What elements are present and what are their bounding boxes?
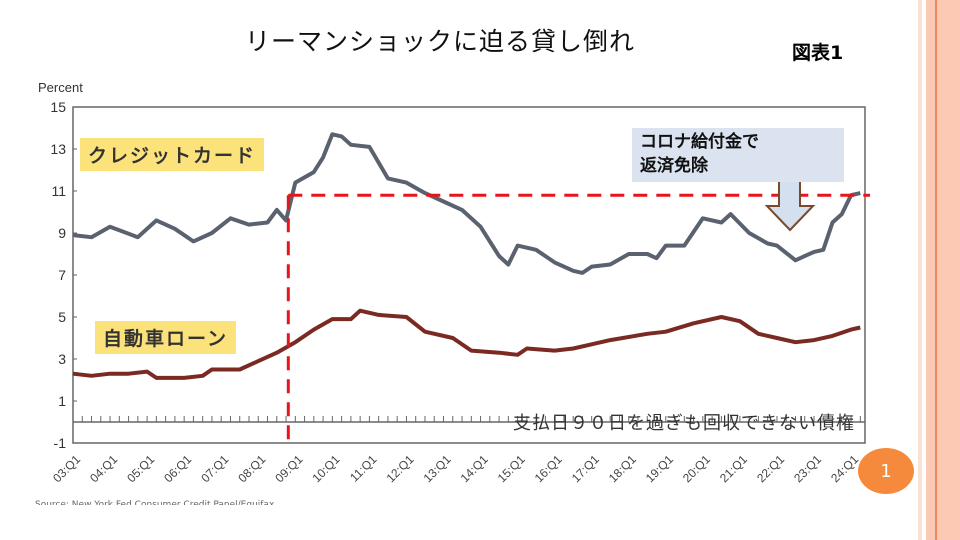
y-tick-label: 15	[50, 99, 66, 115]
x-tick-label: 17:Q1	[569, 452, 602, 485]
x-tick-label: 23:Q1	[791, 452, 824, 485]
border-line	[935, 0, 937, 540]
x-tick-label: 18:Q1	[606, 452, 639, 485]
y-tick-label: 3	[58, 351, 66, 367]
y-tick-label: 1	[58, 393, 66, 409]
x-tick-label: 07:Q1	[198, 452, 231, 485]
x-tick-label: 16:Q1	[532, 452, 565, 485]
credit-card-line	[72, 132, 861, 275]
credit-card-label: クレジットカード	[80, 138, 265, 171]
baseline-note: 支払日９０日を過ぎも回収できない債権	[513, 413, 855, 434]
y-axis-label: Percent	[38, 80, 83, 95]
auto-loan-line	[72, 308, 861, 380]
x-tick-label: 19:Q1	[643, 452, 676, 485]
x-tick-label: 22:Q1	[754, 452, 787, 485]
source-note: Source: New York Fed Consumer Credit Pan…	[35, 500, 275, 505]
y-tick-label: 5	[58, 309, 66, 325]
x-tick-label: 14:Q1	[458, 452, 491, 485]
y-tick-label: 11	[51, 183, 66, 199]
y-tick-label: 13	[50, 141, 66, 157]
figure-label: 図表1	[792, 42, 844, 64]
y-tick-label: -1	[54, 435, 67, 451]
y-tick-label: 7	[58, 267, 66, 283]
border-band	[937, 0, 960, 540]
x-tick-label: 15:Q1	[495, 452, 528, 485]
slide-title: リーマンショックに迫る貸し倒れ	[245, 27, 636, 56]
x-tick-label: 03:Q1	[50, 452, 83, 485]
x-tick-label: 11:Q1	[347, 452, 380, 485]
auto-loan-label: 自動車ローン	[95, 321, 237, 354]
x-tick-label: 09:Q1	[272, 452, 305, 485]
y-tick-label: 9	[58, 225, 66, 241]
x-tick-label: 06:Q1	[161, 452, 194, 485]
x-tick-label: 20:Q1	[680, 452, 713, 485]
down-arrow-icon	[764, 177, 816, 232]
x-tick-label: 08:Q1	[235, 452, 268, 485]
x-tick-label: 05:Q1	[124, 452, 157, 485]
x-tick-label: 24:Q1	[828, 452, 861, 485]
covid-note: コロナ給付金で 返済免除	[632, 128, 844, 182]
x-tick-label: 04:Q1	[87, 452, 120, 485]
x-tick-label: 13:Q1	[421, 452, 454, 485]
x-tick-label: 10:Q1	[309, 452, 342, 485]
x-tick-label: 21:Q1	[717, 452, 750, 485]
border-band	[926, 0, 935, 540]
x-tick-label: 12:Q1	[384, 452, 417, 485]
page-number-badge: 1	[858, 448, 914, 494]
border-band	[918, 0, 922, 540]
